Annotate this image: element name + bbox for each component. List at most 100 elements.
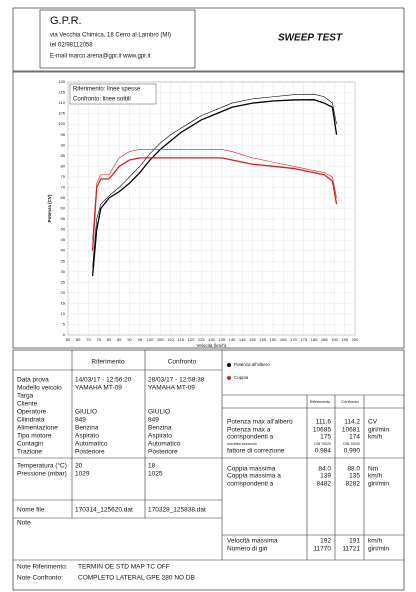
y-tick-label: 95: [61, 132, 66, 137]
row-value: 170328_125838.dat: [148, 507, 206, 514]
x-tick-label: 125: [198, 337, 205, 342]
summary-value: 175: [320, 434, 331, 441]
address: via Vecchia Chimica, 18 Cerro al Lambro …: [50, 33, 171, 39]
summary-unit: CV: [368, 419, 378, 426]
summary-value: DIN 70020: [314, 442, 331, 446]
legend-label: Coppia: [234, 375, 249, 380]
y-tick-label: 25: [61, 279, 66, 284]
y-tick-label: 50: [61, 227, 66, 232]
row-value: Posteriore: [148, 449, 178, 456]
y-tick-label: 90: [61, 142, 66, 147]
y-tick-label: 10: [61, 311, 66, 316]
y-tick-label: 100: [58, 121, 65, 126]
x-tick-label: 150: [249, 337, 256, 342]
legend-box: [69, 83, 157, 105]
chart-box: [12, 71, 405, 349]
column-header: Riferimento: [310, 399, 331, 404]
row-label: Cilindrata: [17, 417, 45, 424]
note-label: Note Confronto:: [17, 575, 63, 582]
summary-value: 135: [349, 473, 360, 480]
column-header: Confronto: [341, 399, 359, 404]
x-tick-label: 115: [178, 337, 185, 342]
row-label: Targa: [17, 393, 34, 400]
summary-value: 0.984: [315, 448, 332, 455]
x-tick-label: 200: [352, 337, 359, 342]
row-value: Posteriore: [75, 449, 105, 456]
company: G.P.R.: [50, 15, 82, 27]
y-tick-label: 35: [61, 258, 66, 263]
row-value: 849: [148, 417, 159, 424]
logo-box: [39, 9, 196, 69]
y-tick-label: 20: [61, 290, 66, 295]
summary-label: Potenza max a: [227, 427, 271, 434]
row-value: Benzina: [148, 425, 172, 432]
x-tick-label: 105: [157, 337, 164, 342]
x-tick-label: 130: [208, 337, 215, 342]
row-value: GIULIO: [148, 409, 170, 416]
summary-value: 8482: [317, 481, 332, 488]
summary-unit: giri/min: [368, 546, 389, 553]
header-box: [12, 7, 405, 72]
legend-label: Potenza all'albero: [234, 362, 270, 367]
summary-value: 191: [349, 538, 360, 545]
y-axis-label: Potenza (CV): [47, 194, 52, 222]
note-value: TERMIN OE STD MAP TC OFF: [78, 564, 170, 571]
y-tick-label: 105: [58, 111, 65, 116]
series-line: [92, 93, 337, 268]
x-tick-label: 75: [97, 337, 102, 342]
y-tick-label: 0: [63, 332, 66, 337]
row-label: Contagiri: [17, 441, 43, 448]
summary-value: 11770: [313, 546, 331, 553]
x-tick-label: 70: [86, 337, 91, 342]
row-value: 1029: [75, 471, 90, 478]
summary-value: DIN 70020: [343, 442, 360, 446]
x-tick-label: 100: [147, 337, 154, 342]
x-tick-label: 175: [300, 337, 307, 342]
row-value: GIULIO: [75, 409, 97, 416]
legend-dot: [227, 376, 231, 380]
y-tick-label: 60: [61, 206, 66, 211]
row-value: 14/03/17 - 12:56:20: [75, 377, 132, 384]
row-value: 20: [75, 463, 83, 470]
summary-value: 114.2: [344, 419, 360, 426]
summary-label: Coppia massima: [227, 466, 276, 473]
x-tick-label: 180: [311, 337, 318, 342]
summary-unit: km/h: [368, 473, 382, 480]
x-tick-label: 110: [167, 337, 174, 342]
x-tick-label: 135: [218, 337, 225, 342]
column-header: Riferimento: [91, 359, 125, 366]
summary-label: corrispondenti a: [227, 434, 274, 441]
row-label: Trazione: [17, 449, 42, 456]
row-value: 1025: [148, 471, 163, 478]
y-tick-label: 115: [59, 90, 66, 95]
row-value: Automatico: [75, 441, 108, 448]
row-value: YAMAHA MT-09: [75, 385, 122, 392]
summary-label: Potenza max all'albero: [227, 419, 293, 426]
legend-dot: [227, 363, 231, 367]
summary-value: 11721: [342, 546, 360, 553]
summary-unit: giri/min: [368, 427, 389, 434]
x-tick-label: 65: [76, 337, 81, 342]
row-label: Temperatura (°C): [17, 462, 67, 470]
summary-value: 8282: [346, 481, 361, 488]
summary-value: 88.0: [347, 466, 360, 473]
x-tick-label: 145: [239, 337, 246, 342]
summary-value: 84.0: [318, 466, 331, 473]
summary-label: Numero di giri: [227, 546, 267, 553]
summary-value: 10681: [342, 427, 360, 434]
row-label: Modello veicolo: [17, 385, 62, 392]
summary-unit: km/h: [368, 538, 382, 545]
row-value: Aspirato: [75, 433, 99, 440]
x-tick-label: 120: [188, 337, 195, 342]
x-tick-label: 90: [127, 337, 132, 342]
row-value: Automatico: [148, 441, 181, 448]
y-tick-label: 110: [59, 100, 66, 105]
summary-label: corretta secondo: [227, 441, 258, 446]
x-tick-label: 160: [270, 337, 277, 342]
y-tick-label: 120: [58, 79, 65, 84]
summary-label: Velocità massima: [227, 538, 278, 545]
y-tick-label: 55: [61, 216, 66, 221]
row-label: Cliente: [17, 401, 38, 408]
x-tick-label: 185: [321, 337, 328, 342]
